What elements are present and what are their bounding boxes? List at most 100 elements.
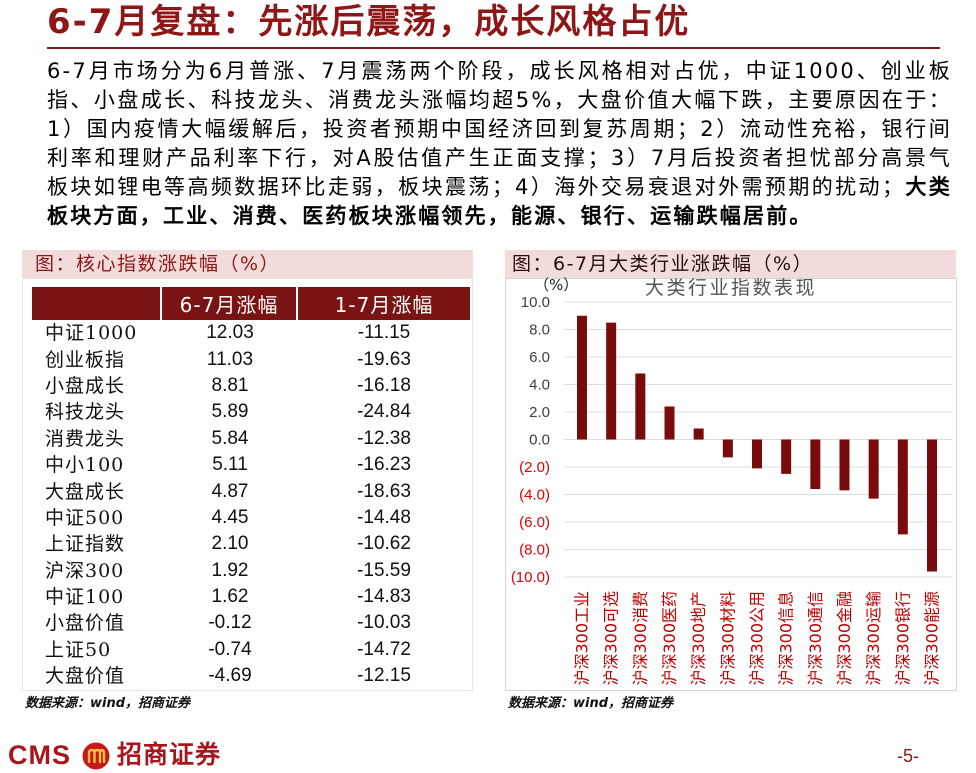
chart-unit-label: （%）	[534, 276, 579, 294]
industry-bar-chart: 10.0 8.0 6.0 4.0 2.0 0.0 (2.0) (4.0) (6.0) (8.0) (…	[505, 276, 957, 691]
table-row: 上证50 -0.74 -14.72	[32, 637, 470, 663]
index-name-cell: 中证100	[45, 586, 125, 609]
chart-data-source: 数据来源：wind，招商证券	[508, 696, 674, 711]
jun-jul-change-cell: 1.62	[211, 586, 249, 608]
table-row: 大盘价值 -4.69 -12.15	[32, 663, 470, 689]
x-tick-label: 沪深300能源	[923, 591, 942, 686]
jun-jul-change-cell: 5.84	[211, 427, 249, 449]
chart-title: 大类行业指数表现	[644, 277, 817, 299]
y-tick-label: 6.0	[529, 349, 550, 366]
y-tick-label: (10.0)	[511, 569, 550, 586]
y-tick-label: (6.0)	[519, 514, 550, 531]
cms-logo-icon	[82, 742, 110, 770]
x-tick-label: 沪深300通信	[806, 591, 825, 686]
table-row: 中证100 1.62 -14.83	[32, 584, 470, 610]
summary-text: 6-7月市场分为6月普涨、7月震荡两个阶段，成长风格相对占优，中证1000、创业…	[47, 59, 952, 199]
summary-paragraph: 6-7月市场分为6月普涨、7月震荡两个阶段，成长风格相对占优，中证1000、创业…	[47, 57, 952, 231]
bar	[897, 439, 908, 535]
jun-jul-change-cell: -0.74	[208, 638, 252, 660]
page-number: -5-	[897, 746, 919, 766]
jan-jul-change-cell: -16.18	[357, 374, 411, 396]
jan-jul-change-cell: -14.48	[357, 506, 411, 528]
x-tick-label: 沪深300材料	[718, 591, 737, 686]
jan-jul-change-cell: -15.59	[357, 559, 411, 581]
logo-circle	[82, 742, 110, 770]
jun-jul-change-cell: 5.11	[212, 454, 248, 476]
index-name-cell: 沪深300	[45, 559, 125, 582]
y-tick-label: 10.0	[521, 294, 550, 311]
table-row: 创业板指 11.03 -19.63	[32, 346, 470, 372]
index-name-cell: 创业板指	[45, 348, 126, 371]
jun-jul-change-cell: 11.03	[206, 348, 254, 370]
index-name-cell: 科技龙头	[45, 401, 126, 424]
table-row: 中证500 4.45 -14.48	[32, 505, 470, 531]
jan-jul-change-cell: -10.03	[357, 612, 411, 634]
index-name-cell: 中证500	[45, 506, 125, 529]
bar	[635, 373, 646, 440]
bar	[810, 439, 821, 489]
table-row: 科技龙头 5.89 -24.84	[32, 399, 470, 425]
jun-jul-change-cell: -0.12	[208, 612, 252, 634]
brand-logo-chinese: 招商证券	[117, 740, 222, 769]
x-tick-label: 沪深300消费	[631, 591, 650, 686]
jan-jul-change-cell: -12.38	[357, 427, 411, 449]
x-tick-label: 沪深300金融	[835, 591, 854, 686]
bar	[927, 439, 937, 572]
jun-jul-change-cell: 12.03	[206, 322, 254, 344]
jun-jul-change-cell: 2.10	[211, 533, 249, 555]
summary-highlight: 大类板块方面，工业、消费、医药板块涨幅领先，能源、银行、运输跌幅居前。	[47, 175, 952, 228]
table-row: 中证1000 12.03 -11.15	[32, 320, 470, 346]
table-row: 小盘成长 8.81 -16.18	[32, 373, 470, 399]
jun-jul-change-cell: 1.92	[211, 559, 249, 581]
bar-chart-plot: 10.0 8.0 6.0 4.0 2.0 0.0 (2.0) (4.0) (6.0) (8.0) (…	[511, 294, 952, 686]
y-tick-label: (8.0)	[519, 542, 550, 559]
index-name-cell: 大盘价值	[45, 665, 126, 688]
brand-logo-text: CMS	[8, 740, 71, 770]
table-row: 中小100 5.11 -16.23	[32, 452, 470, 478]
index-name-cell: 中证1000	[45, 322, 138, 345]
table-row: 小盘价值 -0.12 -10.03	[32, 610, 470, 636]
table-panel	[22, 278, 473, 691]
table-header: 6-7月涨幅 1-7月涨幅	[32, 287, 470, 320]
jun-jul-change-cell: -4.69	[208, 665, 252, 687]
x-tick-label: 沪深300运输	[864, 591, 883, 686]
index-name-cell: 消费龙头	[45, 427, 126, 450]
logo-mark	[87, 748, 106, 764]
table-data-source: 数据来源：wind，招商证券	[25, 696, 191, 711]
x-tick-label: 沪深300公用	[748, 591, 767, 686]
y-tick-label: (4.0)	[519, 487, 550, 504]
table-header-row: 6-7月涨幅 1-7月涨幅	[32, 287, 470, 320]
index-name-cell: 大盘成长	[45, 480, 126, 503]
page-title: 6-7月复盘：先涨后震荡，成长风格占优	[47, 2, 691, 42]
bar	[839, 439, 850, 491]
table-row: 沪深300 1.92 -15.59	[32, 558, 470, 584]
y-tick-label: 4.0	[529, 377, 550, 394]
bar	[664, 406, 675, 440]
x-tick-label: 沪深300可选	[602, 591, 621, 686]
bar	[868, 439, 879, 499]
jan-jul-change-cell: -11.15	[357, 322, 411, 344]
jan-jul-change-cell: -14.83	[357, 586, 411, 608]
bar	[577, 315, 587, 440]
index-name-cell: 上证50	[45, 638, 112, 661]
index-name-cell: 上证指数	[45, 533, 126, 556]
table-row: 大盘成长 4.87 -18.63	[32, 478, 470, 504]
index-name-header	[32, 287, 162, 320]
jan-jul-change-cell: -14.72	[357, 638, 411, 660]
index-change-table: 6-7月涨幅 1-7月涨幅 中证1000 12.03 -11.15 创业板指 11.03…	[32, 287, 470, 689]
y-tick-label: (2.0)	[519, 459, 550, 476]
y-tick-label: 0.0	[529, 432, 550, 449]
jun-jul-change-cell: 5.89	[211, 401, 249, 423]
jun-jul-change-cell: 8.81	[211, 374, 249, 396]
jun-jul-header: 6-7月涨幅	[162, 287, 298, 320]
table-row: 上证指数 2.10 -10.62	[32, 531, 470, 557]
x-tick-label: 沪深300医药	[660, 591, 679, 686]
index-name-cell: 小盘价值	[45, 612, 126, 635]
table-caption: 图：核心指数涨跌幅（%）	[22, 250, 473, 278]
x-tick-label: 沪深300银行	[893, 591, 912, 686]
table-body: 中证1000 12.03 -11.15 创业板指 11.03 -19.63 小盘成长 8.81…	[32, 320, 470, 689]
x-tick-label: 沪深300工业	[573, 591, 592, 686]
jan-jul-change-cell: -18.63	[357, 480, 411, 502]
x-tick-label: 沪深300信息	[777, 591, 796, 686]
bar	[722, 439, 733, 458]
